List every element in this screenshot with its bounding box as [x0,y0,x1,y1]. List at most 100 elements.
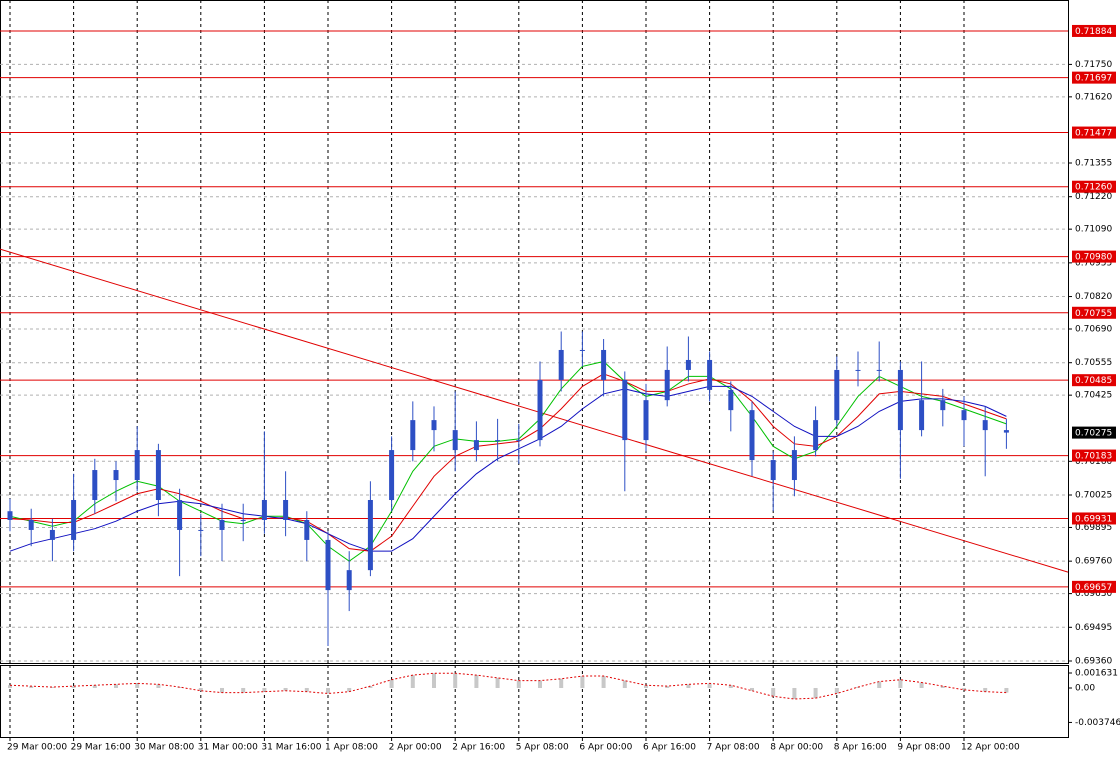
level-label: 0.71697 [1075,74,1112,84]
y-tick-label: 0.71750 [1075,60,1112,70]
y-tick-label: 0.69895 [1075,523,1112,533]
x-tick-label: 12 Apr 00:00 [961,743,1020,753]
x-tick-label: 29 Mar 16:00 [71,743,131,753]
indicator-bar [410,675,415,688]
candle-body [240,519,246,521]
indicator-bar [750,687,754,691]
candle-body [92,470,98,500]
indicator-bar [622,680,627,688]
indicator-bar [114,684,118,688]
indicator-bar [728,685,733,688]
y-tick-label: 0.70555 [1075,358,1112,368]
indicator-tick-label: 0.00 [1075,683,1095,693]
candle-body [791,450,797,481]
candle-body [643,400,649,441]
candle-body [707,359,713,390]
indicator-bar [29,686,34,688]
candle-body [834,369,840,421]
indicator-bar [71,686,76,688]
candle-body [219,519,225,530]
x-tick-label: 31 Mar 00:00 [198,743,258,753]
indicator-bar [283,687,288,691]
x-tick-label: 2 Apr 00:00 [389,743,442,753]
y-tick-label: 0.71620 [1075,92,1112,102]
level-label-box [1072,71,1116,84]
indicator-bar [1004,687,1009,693]
indicator-bar [453,673,458,688]
candle-body [261,499,267,520]
indicator-bar [856,687,860,688]
level-label: 0.70980 [1075,253,1112,263]
indicator-panel [0,665,1069,738]
candle-body [813,420,819,451]
indicator-bar [898,679,903,688]
level-label-box [1072,449,1116,462]
x-tick-label: 5 Apr 08:00 [516,743,569,753]
candle-body [685,359,691,370]
indicator-bar [262,687,267,692]
indicator-bar [580,676,585,688]
x-tick-label: 6 Apr 16:00 [643,743,696,753]
current-price-label: 0.70275 [1075,429,1112,439]
level-label-box [1072,374,1116,387]
candle-body [1003,430,1009,433]
indicator-bar [92,685,97,688]
candle-body [537,379,543,441]
candle-body [155,450,161,500]
level-label: 0.70755 [1075,309,1112,319]
x-tick-label: 29 Mar 00:00 [7,743,67,753]
level-label: 0.70183 [1075,452,1112,462]
y-tick-label: 0.70425 [1075,391,1112,401]
indicator-bar [220,687,224,693]
candle-body [664,369,670,401]
candle-body [452,430,458,451]
candle-body [516,440,522,442]
indicator-bar [771,687,776,697]
indicator-bar [962,687,966,690]
candle-body [7,511,13,520]
level-label: 0.71260 [1075,183,1112,193]
candle-body [28,519,34,530]
indicator-bar [601,676,606,688]
indicator-bar [326,687,330,694]
level-label-box [1072,180,1116,193]
y-tick-label: 0.69360 [1075,657,1112,667]
candle-body [579,349,585,351]
candle-body [134,450,140,481]
y-tick-label: 0.70820 [1075,292,1112,302]
indicator-bar [877,681,882,688]
level-label: 0.69931 [1075,514,1112,524]
y-tick-label: 0.69630 [1075,589,1112,599]
candle-body [897,369,903,431]
y-tick-label: 0.70690 [1075,325,1112,335]
candle-body [346,570,352,591]
x-tick-label: 31 Mar 16:00 [261,743,321,753]
indicator-bar [156,684,161,688]
candle-body [728,389,734,411]
main-panel [0,0,1069,664]
level-label-box [1072,580,1116,593]
indicator-bar [368,686,373,688]
indicator-bar [135,683,140,688]
indicator-bar [686,684,691,688]
candle-body [71,499,77,540]
candle-body [177,499,183,530]
y-tick-label: 0.69495 [1075,623,1112,633]
candle-body [622,379,628,441]
indicator-bar [940,686,945,688]
y-tick-label: 0.70160 [1075,457,1112,467]
candle-body [558,349,564,380]
x-tick-label: 1 Apr 08:00 [325,743,378,753]
indicator-bar [495,677,500,688]
candle-body [940,400,946,411]
level-label: 0.71477 [1075,129,1112,139]
level-label-box [1072,512,1116,525]
level-label: 0.69657 [1075,583,1112,593]
candle-body [304,519,310,540]
indicator-bar [474,675,479,688]
y-tick-label: 0.71355 [1075,159,1112,169]
candle-body [961,410,967,421]
indicator-bar [559,678,564,688]
indicator-tick-label: -0.003746 [1075,718,1120,728]
